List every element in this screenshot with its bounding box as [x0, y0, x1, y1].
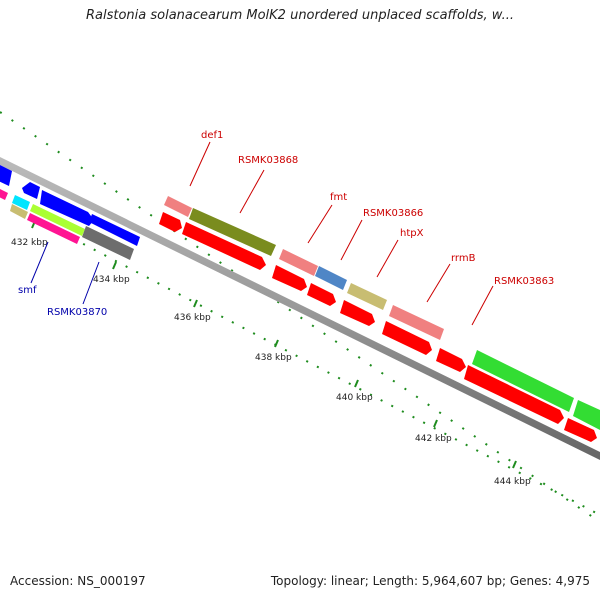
- gene-red[interactable]: [382, 321, 432, 355]
- leader-rrmB: [426, 263, 451, 303]
- ruler-tick: [274, 339, 279, 348]
- gene-red[interactable]: [436, 348, 466, 372]
- gene-blue[interactable]: [40, 190, 94, 226]
- topology-text: Topology: linear; Length: 5,964,607 bp; …: [270, 574, 590, 588]
- gene-def1[interactable]: [164, 196, 192, 217]
- gene-label-smf[interactable]: smf: [18, 285, 37, 296]
- ruler-label: 432 kbp: [11, 238, 48, 248]
- gene-khaki-small[interactable]: [10, 204, 28, 219]
- ruler-label: 440 kbp: [336, 393, 373, 403]
- gene-blue-arrow[interactable]: [22, 182, 40, 199]
- gene-red[interactable]: [272, 265, 307, 291]
- ruler-label: 442 kbp: [415, 434, 452, 444]
- gene-label-rrmB[interactable]: rrmB: [451, 253, 476, 264]
- leader-RSMK03866: [340, 219, 363, 261]
- ruler-tick: [512, 460, 517, 469]
- label-leaders: [30, 141, 494, 326]
- ruler-tick: [112, 261, 117, 270]
- accession-text: Accession: NS_000197: [10, 574, 146, 588]
- gene-RSMK03863[interactable]: [472, 350, 574, 412]
- gene-labels: def1 RSMK03868 fmt RSMK03866 htpX rrmB R…: [18, 130, 554, 318]
- leader-RSMK03868: [239, 169, 265, 214]
- gene-red[interactable]: [159, 212, 182, 232]
- gene-magenta-edge[interactable]: [0, 189, 8, 200]
- gene-htpX[interactable]: [347, 283, 387, 310]
- leader-smf: [30, 241, 49, 284]
- gene-blue-arrow-left[interactable]: [0, 160, 12, 186]
- gene-RSMK03866[interactable]: [315, 266, 347, 290]
- leader-htpX: [376, 239, 399, 278]
- gene-gray[interactable]: [82, 226, 134, 260]
- leader-fmt: [307, 204, 333, 244]
- ruler-label: 434 kbp: [93, 275, 130, 285]
- ruler-label: 444 kbp: [494, 477, 531, 487]
- leader-def1: [189, 141, 211, 187]
- gene-rrmB[interactable]: [389, 305, 444, 340]
- gene-label-RSMK03868[interactable]: RSMK03868: [238, 155, 298, 166]
- gene-red[interactable]: [182, 222, 266, 270]
- gene-lime[interactable]: [30, 204, 85, 236]
- gene-label-RSMK03863[interactable]: RSMK03863: [494, 276, 554, 287]
- ruler: 432 kbp 434 kbp 436 kbp 438 kbp 440 kbp …: [11, 215, 600, 516]
- ruler-label: 436 kbp: [174, 313, 211, 323]
- leader-RSMK03870: [82, 261, 100, 305]
- gene-red[interactable]: [307, 283, 336, 306]
- ruler-tick: [193, 299, 198, 308]
- reverse-strand-genes: [159, 212, 597, 442]
- gene-label-RSMK03866[interactable]: RSMK03866: [363, 208, 423, 219]
- gene-label-def1[interactable]: def1: [201, 130, 223, 141]
- ruler-label: 438 kbp: [255, 353, 292, 363]
- map-title: Ralstonia solanacearum MolK2 unordered u…: [85, 8, 514, 23]
- chromosome-axis: [0, 157, 600, 460]
- gene-blue[interactable]: [89, 214, 140, 246]
- gene-fmt[interactable]: [279, 249, 318, 276]
- gene-red[interactable]: [340, 300, 375, 326]
- leader-RSMK03863: [471, 285, 494, 326]
- ruler-tick: [433, 419, 438, 428]
- forward-strand-genes: [0, 160, 600, 430]
- gene-red[interactable]: [564, 418, 597, 442]
- ruler-dotted-line: [29, 215, 600, 516]
- gene-RSMK03868[interactable]: [189, 208, 276, 256]
- gene-label-htpX[interactable]: htpX: [400, 228, 424, 239]
- gene-red[interactable]: [464, 365, 564, 424]
- gene-green-edge[interactable]: [573, 400, 600, 430]
- gene-label-fmt[interactable]: fmt: [330, 192, 347, 203]
- gene-magenta[interactable]: [27, 213, 80, 244]
- gene-cyan[interactable]: [12, 195, 30, 210]
- ruler-tick: [354, 379, 359, 388]
- gene-label-RSMK03870[interactable]: RSMK03870: [47, 307, 107, 318]
